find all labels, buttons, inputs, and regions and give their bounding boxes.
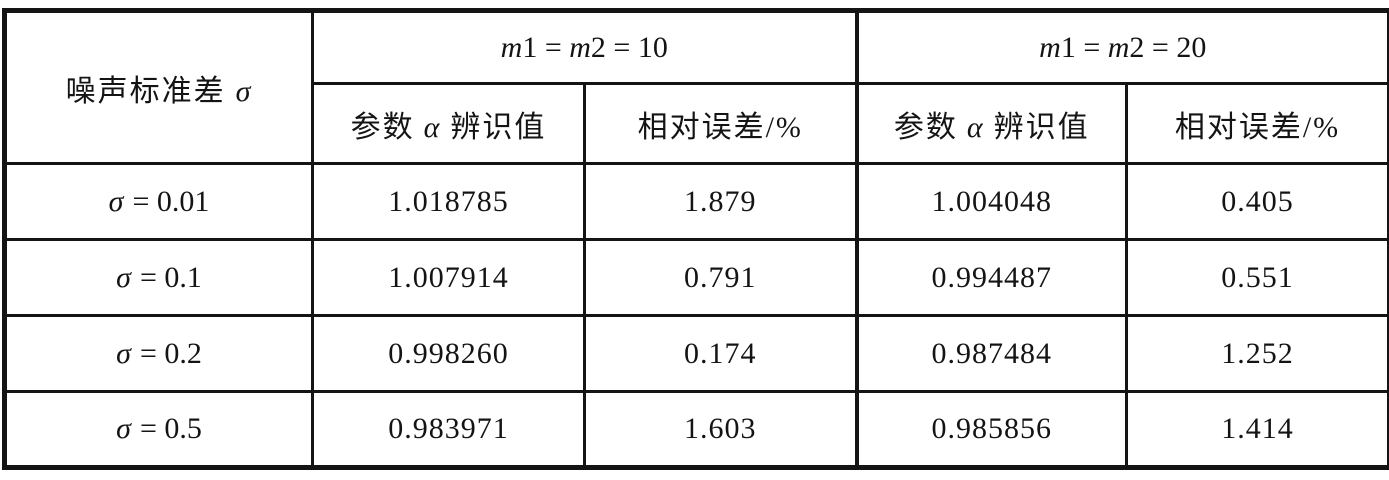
alpha-symbol: α <box>423 110 442 144</box>
row-label: σ = 0.1 <box>3 238 314 318</box>
row-label: σ = 0.5 <box>3 390 314 469</box>
sigma-symbol: σ <box>116 260 131 294</box>
identification-results-table: 噪声标准差 σ m1 = m2 = 10 m1 = m2 = 20 参数 α 辨识值 … <box>2 8 1389 470</box>
subheader-text: 辨识值 <box>993 110 1090 144</box>
table-row-sigma-0-2: σ = 0.2 0.998260 0.174 0.987484 1.252 <box>3 314 1389 394</box>
math-var: m <box>569 30 591 64</box>
subheader-text: 参数 <box>350 110 415 144</box>
subheader-rel-error-m10: 相对误差/% <box>583 82 858 166</box>
sigma-symbol: σ <box>116 336 131 370</box>
sigma-symbol: σ <box>108 184 124 218</box>
table-row-sigma-0-01: σ = 0.01 1.018785 1.879 1.004048 0.405 <box>3 162 1389 242</box>
data-cell: 0.987484 <box>854 314 1128 394</box>
data-cell: 1.007914 <box>311 238 586 318</box>
data-cell: 1.603 <box>583 390 858 469</box>
row-label-value: = 0.5 <box>139 412 202 446</box>
row-label: σ = 0.01 <box>3 162 314 242</box>
data-cell: 0.983971 <box>311 390 586 469</box>
math-text: 1 = <box>1060 30 1108 64</box>
sigma-symbol: σ <box>235 74 253 108</box>
data-cell: 0.791 <box>583 238 858 318</box>
subheader-text: 相对误差/% <box>637 110 803 144</box>
row-label: σ = 0.2 <box>3 314 314 394</box>
subheader-text: 参数 <box>893 110 958 144</box>
table-row-sigma-0-1: σ = 0.1 1.007914 0.791 0.994487 0.551 <box>3 238 1389 318</box>
sigma-symbol: σ <box>116 412 131 446</box>
data-cell: 1.252 <box>1125 314 1389 394</box>
row-label-value: = 0.2 <box>139 336 202 370</box>
data-cell: 0.998260 <box>311 314 586 394</box>
data-cell: 0.994487 <box>854 238 1128 318</box>
alpha-symbol: α <box>966 110 985 144</box>
math-text: 1 = <box>522 30 570 64</box>
row-label-value: = 0.01 <box>132 184 210 218</box>
math-var: m <box>1107 30 1130 64</box>
math-var: m <box>1039 30 1061 64</box>
math-text: 2 = 10 <box>590 30 668 64</box>
subheader-param-value-m10: 参数 α 辨识值 <box>311 82 586 166</box>
math-var: m <box>500 30 523 64</box>
table-row-sigma-0-5: σ = 0.5 0.983971 1.603 0.985856 1.414 <box>3 390 1389 469</box>
data-cell: 1.004048 <box>854 162 1128 242</box>
subheader-rel-error-m20: 相对误差/% <box>1125 82 1389 166</box>
data-cell: 0.551 <box>1125 238 1389 318</box>
data-cell: 0.405 <box>1125 162 1389 242</box>
data-cell: 1.018785 <box>311 162 586 242</box>
math-text: 2 = 20 <box>1129 30 1207 64</box>
subheader-text: 辨识值 <box>450 110 547 144</box>
corner-header-noise-std: 噪声标准差 σ <box>3 8 314 166</box>
corner-header-text: 噪声标准差 <box>65 74 226 108</box>
data-cell: 1.414 <box>1125 390 1389 469</box>
data-cell: 1.879 <box>583 162 858 242</box>
subheader-param-value-m20: 参数 α 辨识值 <box>854 82 1128 166</box>
data-cell: 0.985856 <box>854 390 1128 469</box>
subheader-text: 相对误差/% <box>1174 110 1341 144</box>
group-header-row: 噪声标准差 σ m1 = m2 = 10 m1 = m2 = 20 <box>3 8 1389 166</box>
group-header-m20: m1 = m2 = 20 <box>854 8 1389 86</box>
sub-header-row: 参数 α 辨识值 相对误差/% 参数 α 辨识值 相对误差/% <box>5 82 1389 166</box>
row-label-value: = 0.1 <box>139 260 202 294</box>
group-header-m10: m1 = m2 = 10 <box>311 8 858 86</box>
data-cell: 0.174 <box>583 314 858 394</box>
